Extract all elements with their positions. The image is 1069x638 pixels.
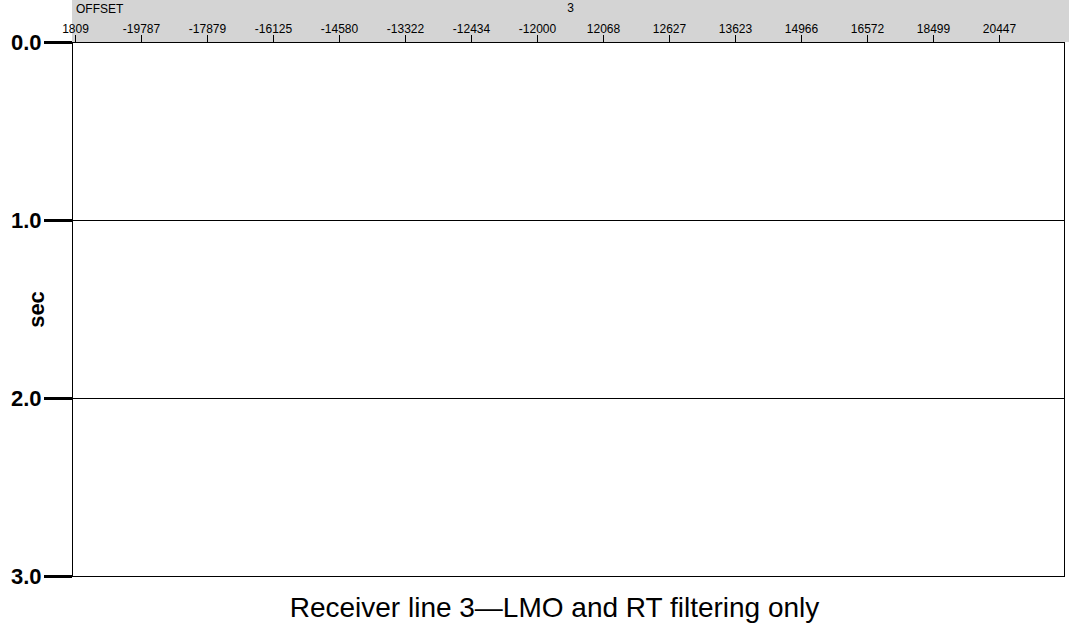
svg-text:16572: 16572 bbox=[851, 22, 885, 36]
svg-text:14966: 14966 bbox=[785, 22, 819, 36]
html-text:Receiver line 3—LMO and RT fil: Receiver line 3—LMO and RT filtering onl… bbox=[289, 592, 820, 623]
svg-text:12627: 12627 bbox=[653, 22, 687, 36]
svg-text:-16125: -16125 bbox=[255, 22, 293, 36]
svg-text:20447: 20447 bbox=[983, 22, 1017, 36]
svg-text:18499: 18499 bbox=[917, 22, 951, 36]
svg-text:sec: sec bbox=[24, 291, 49, 328]
svg-text:-14580: -14580 bbox=[321, 22, 359, 36]
svg-text:-12434: -12434 bbox=[453, 22, 491, 36]
svg-text:3.0: 3.0 bbox=[11, 564, 42, 589]
svg-text:-19787: -19787 bbox=[123, 22, 161, 36]
svg-text:1.0: 1.0 bbox=[11, 208, 42, 233]
svg-text:0.0: 0.0 bbox=[11, 30, 42, 55]
svg-text:-12000: -12000 bbox=[519, 22, 557, 36]
svg-text:-17879: -17879 bbox=[189, 22, 227, 36]
html-text:OFFSET: OFFSET bbox=[76, 2, 124, 16]
html-text:3: 3 bbox=[567, 1, 574, 15]
svg-text:2.0: 2.0 bbox=[11, 386, 42, 411]
svg-text:13623: 13623 bbox=[719, 22, 753, 36]
svg-text:12068: 12068 bbox=[587, 22, 621, 36]
svg-text:1809: 1809 bbox=[62, 22, 89, 36]
svg-text:-13322: -13322 bbox=[387, 22, 425, 36]
